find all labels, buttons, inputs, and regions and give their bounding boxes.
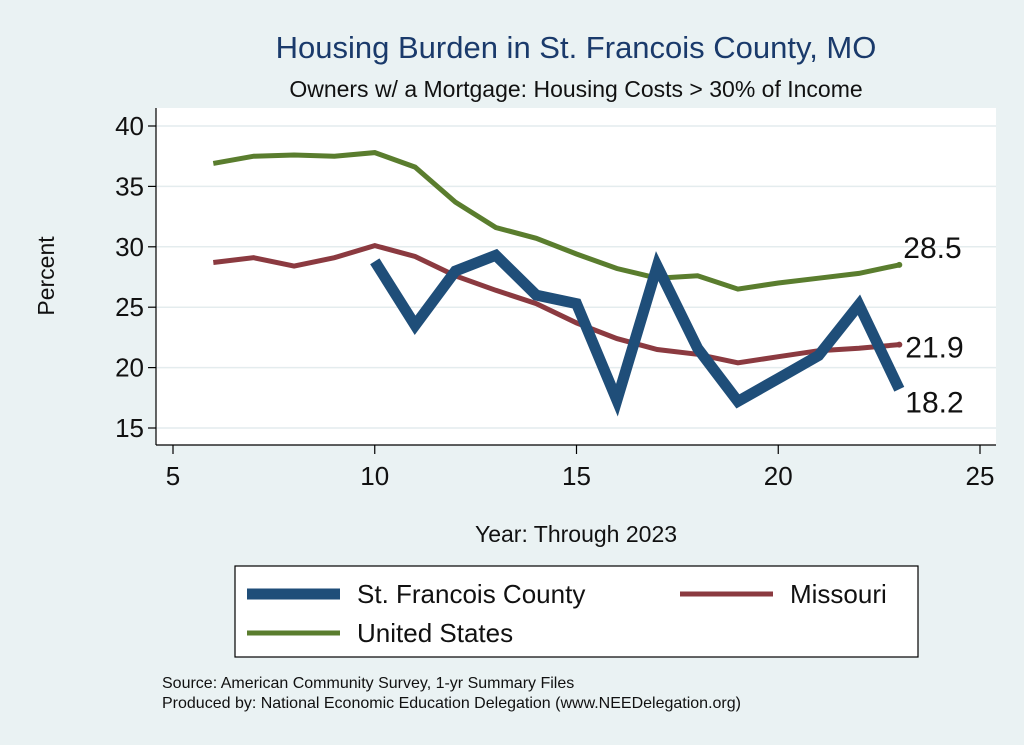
legend-label-united-states: United States	[357, 618, 513, 648]
series-line-st-francois	[370, 248, 905, 417]
source-note: Source: American Community Survey, 1-yr …	[162, 675, 574, 692]
y-axis-label: Percent	[33, 236, 59, 316]
end-label-st-francois: 18.2	[905, 386, 963, 419]
y-tick-label-30: 30	[115, 232, 144, 262]
y-tick-label-40: 40	[115, 111, 144, 141]
end-labels: 18.2 21.9 28.5	[903, 232, 963, 419]
legend-label-missouri: Missouri	[790, 579, 887, 609]
x-tick-label-10: 10	[360, 461, 389, 491]
legend-label-st-francois: St. Francois County	[357, 579, 585, 609]
end-label-missouri: 21.9	[905, 332, 963, 365]
series-layer	[212, 150, 905, 417]
plot-area	[156, 108, 996, 445]
axes: 15 20 25 30 35 40 5 10 15 20 25	[115, 108, 996, 491]
x-tick-label-15: 15	[562, 461, 591, 491]
chart-title: Housing Burden in St. Francois County, M…	[276, 30, 877, 65]
series-line-missouri	[213, 243, 900, 366]
producer-note: Produced by: National Economic Education…	[162, 695, 741, 712]
chart-subtitle: Owners w/ a Mortgage: Housing Costs > 30…	[289, 76, 862, 102]
legend-box	[234, 565, 919, 658]
x-tick-label-20: 20	[764, 461, 793, 491]
series-line-united-states	[212, 150, 900, 292]
x-axis-label: Year: Through 2023	[475, 521, 677, 547]
series-endpoint-missouri	[896, 341, 903, 348]
series-endpoint-united-states	[896, 261, 903, 268]
y-tick-label-35: 35	[115, 171, 144, 201]
y-tick-label-15: 15	[115, 413, 144, 443]
end-label-united-states: 28.5	[903, 232, 961, 265]
legend: St. Francois County Missouri United Stat…	[234, 565, 919, 658]
x-tick-label-5: 5	[166, 461, 180, 491]
y-tick-label-25: 25	[115, 292, 144, 322]
y-tick-label-20: 20	[115, 353, 144, 383]
x-tick-label-25: 25	[966, 461, 995, 491]
